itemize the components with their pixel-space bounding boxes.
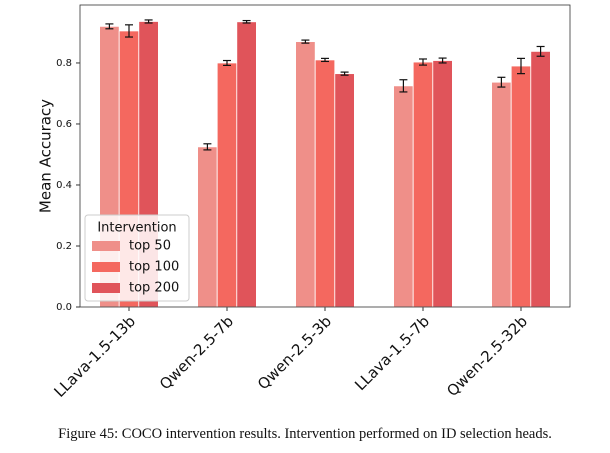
- error-bar: [340, 71, 349, 76]
- error-bar: [203, 143, 212, 151]
- error-bar: [399, 79, 408, 93]
- bar: [216, 62, 238, 308]
- error-bar: [301, 39, 310, 44]
- legend-label: top 200: [129, 281, 179, 296]
- y-tick-label: 0.0: [56, 302, 72, 313]
- y-tick-label: 0.4: [56, 180, 72, 191]
- error-bar: [419, 58, 427, 66]
- chart: Mean Accuracy 0.0 0.2 0.4 0.6 0.8 LLava-1.5-1…: [37, 4, 571, 401]
- bar: [314, 59, 336, 308]
- error-bar: [536, 45, 545, 57]
- x-tick-label: Qwen-2.5-3b: [254, 312, 335, 393]
- y-axis-label: Mean Accuracy: [37, 99, 55, 213]
- error-bar: [517, 57, 525, 75]
- x-tick-label: LLava-1.5-13b: [50, 312, 139, 401]
- error-bar: [497, 76, 506, 88]
- y-tick-label: 0.6: [56, 119, 72, 130]
- bar: [432, 60, 453, 308]
- error-bar: [125, 24, 133, 38]
- caption: Figure 45: COCO intervention results. In…: [58, 426, 552, 442]
- legend-swatch: [92, 262, 120, 272]
- error-bar: [105, 23, 114, 30]
- legend-swatch: [92, 241, 120, 251]
- legend-title: Intervention: [97, 221, 176, 236]
- legend-box: [84, 214, 190, 302]
- error-bar: [321, 57, 329, 63]
- bar: [412, 61, 434, 308]
- legend-swatch: [92, 283, 120, 293]
- plot-frame: [79, 4, 571, 308]
- legend-label: top 100: [129, 260, 179, 275]
- error-bar: [438, 57, 447, 64]
- error-bar: [223, 59, 231, 67]
- bar: [530, 50, 551, 308]
- bar: [334, 73, 355, 308]
- bar: [197, 146, 218, 308]
- bar: [491, 81, 512, 308]
- x-tick-label: Qwen-2.5-32b: [443, 312, 531, 400]
- error-bar: [242, 19, 251, 24]
- x-tick-label: LLava-1.5-7b: [351, 312, 433, 394]
- bar: [510, 65, 532, 308]
- y-tick-label: 0.2: [56, 241, 72, 252]
- x-tick-label: Qwen-2.5-7b: [156, 312, 237, 393]
- bar: [393, 85, 414, 308]
- bar: [295, 41, 316, 308]
- legend-label: top 50: [129, 239, 171, 254]
- error-bar: [144, 19, 153, 24]
- y-tick-label: 0.8: [56, 58, 72, 69]
- bar: [236, 21, 257, 308]
